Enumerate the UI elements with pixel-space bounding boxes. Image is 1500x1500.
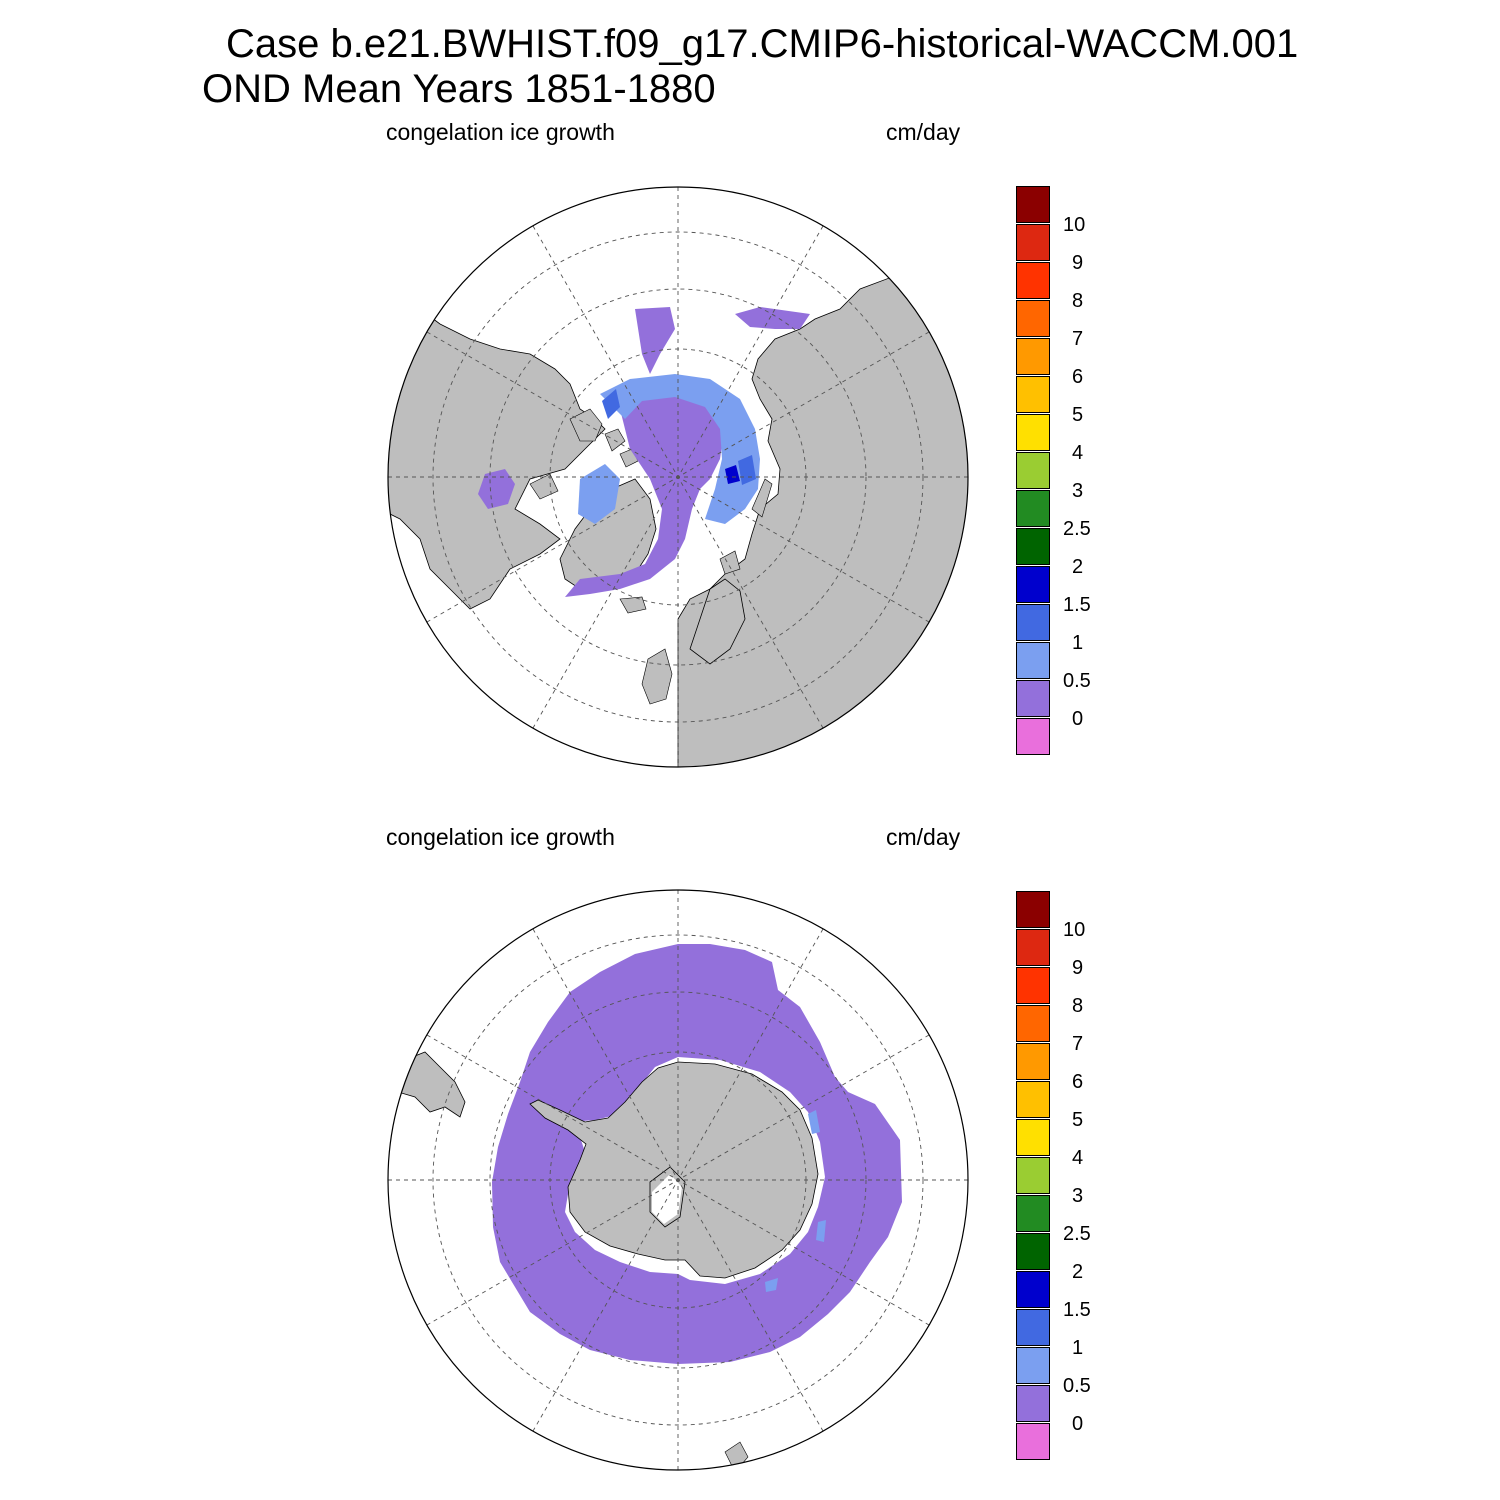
south-colorbar-box-10	[1016, 1043, 1050, 1080]
south-colorbar-box-6	[1016, 1195, 1050, 1232]
north-polar-map	[387, 186, 969, 768]
north-variable-label: congelation ice growth	[386, 119, 615, 145]
south-colorbar-box-1	[1016, 1385, 1050, 1422]
north-colorbar-box-3	[1016, 604, 1050, 641]
north-colorbar-tick-9: 9	[1072, 252, 1084, 274]
north-colorbar-box-12	[1016, 262, 1050, 299]
north-colorbar-tick-0: 0	[1072, 708, 1084, 730]
south-land-south-america	[397, 1051, 466, 1118]
north-colorbar-box-4	[1016, 566, 1050, 603]
north-colorbar-tick-10: 10	[1063, 214, 1086, 236]
south-colorbar-box-11	[1016, 1005, 1050, 1042]
south-colorbar-box-13	[1016, 929, 1050, 966]
north-ice-1-15	[602, 389, 756, 485]
north-land-svalbard	[719, 550, 741, 575]
north-colorbar-tick-1: 1	[1072, 632, 1084, 654]
north-map-border	[387, 186, 969, 768]
north-colorbar-box-0	[1016, 718, 1050, 755]
north-colorbar-tick-05: 0.5	[1063, 670, 1091, 692]
south-colorbar: 0 0.5 1 1.5 2 2.5 3 4 5 6 7 8 9 10	[1016, 891, 1116, 1471]
south-colorbar-tick-6: 6	[1072, 1071, 1084, 1093]
south-colorbar-tick-2: 2	[1072, 1261, 1084, 1283]
south-colorbar-tick-05: 0.5	[1063, 1375, 1091, 1397]
figure-title-case: Case b.e21.BWHIST.f09_g17.CMIP6-historic…	[226, 22, 1299, 66]
north-colorbar-tick-7: 7	[1072, 328, 1084, 350]
north-colorbar-box-10	[1016, 338, 1050, 375]
south-colorbar-tick-8: 8	[1072, 995, 1084, 1017]
south-colorbar-box-0	[1016, 1423, 1050, 1460]
north-colorbar-tick-5: 5	[1072, 404, 1084, 426]
south-colorbar-tick-9: 9	[1072, 957, 1084, 979]
north-colorbar-tick-8: 8	[1072, 290, 1084, 312]
south-map-border	[387, 889, 969, 1471]
south-colorbar-tick-4: 4	[1072, 1147, 1084, 1169]
south-colorbar-box-7	[1016, 1157, 1050, 1194]
north-land-scandinavia	[689, 578, 746, 665]
north-land-iceland	[619, 596, 647, 614]
north-colorbar-box-7	[1016, 452, 1050, 489]
south-colorbar-box-5	[1016, 1233, 1050, 1270]
north-colorbar-box-5	[1016, 528, 1050, 565]
north-colorbar: 0 0.5 1 1.5 2 2.5 3 4 5 6 7 8 9 10	[1016, 186, 1116, 766]
south-colorbar-tick-15: 1.5	[1063, 1299, 1091, 1321]
north-land-arctic-archipelago	[529, 408, 639, 500]
south-colorbar-tick-1: 1	[1072, 1337, 1084, 1359]
north-land-novaya-zemlya	[751, 478, 773, 518]
south-colorbar-box-12	[1016, 967, 1050, 1004]
south-graticule	[388, 890, 968, 1470]
north-colorbar-box-9	[1016, 376, 1050, 413]
south-colorbar-tick-7: 7	[1072, 1033, 1084, 1055]
south-colorbar-tick-0: 0	[1072, 1413, 1084, 1435]
south-colorbar-box-14	[1016, 891, 1050, 928]
north-colorbar-box-11	[1016, 300, 1050, 337]
north-colorbar-tick-3: 3	[1072, 480, 1084, 502]
south-colorbar-box-3	[1016, 1309, 1050, 1346]
north-ice-15-2	[725, 465, 740, 484]
north-colorbar-tick-6: 6	[1072, 366, 1084, 388]
north-colorbar-tick-15: 1.5	[1063, 594, 1091, 616]
north-units-label: cm/day	[886, 119, 961, 145]
north-colorbar-box-6	[1016, 490, 1050, 527]
south-colorbar-tick-25: 2.5	[1063, 1223, 1091, 1245]
north-graticule	[388, 187, 968, 767]
north-land-north-america	[388, 298, 606, 610]
north-colorbar-tick-4: 4	[1072, 442, 1084, 464]
north-ice-05-1	[600, 374, 760, 524]
south-polar-map	[387, 889, 969, 1471]
south-colorbar-tick-3: 3	[1072, 1185, 1084, 1207]
north-colorbar-tick-25: 2.5	[1063, 518, 1091, 540]
south-colorbar-box-8	[1016, 1119, 1050, 1156]
north-colorbar-box-1	[1016, 680, 1050, 717]
north-ice-05-1-baffin	[578, 464, 620, 524]
north-colorbar-box-14	[1016, 186, 1050, 223]
south-colorbar-tick-5: 5	[1072, 1109, 1084, 1131]
north-colorbar-box-8	[1016, 414, 1050, 451]
south-units-label: cm/day	[886, 824, 961, 850]
south-colorbar-tick-10: 10	[1063, 919, 1086, 941]
south-variable-label: congelation ice growth	[386, 824, 615, 850]
south-colorbar-box-9	[1016, 1081, 1050, 1118]
north-ice-0-05-okhotsk	[735, 307, 810, 329]
north-ice-0-05	[565, 394, 725, 597]
south-colorbar-box-4	[1016, 1271, 1050, 1308]
north-ice-0-05-pacific	[635, 307, 675, 374]
north-ice-0-05-hudson	[478, 469, 515, 509]
north-colorbar-box-2	[1016, 642, 1050, 679]
figure-title-period: OND Mean Years 1851-1880	[202, 67, 716, 111]
north-colorbar-box-13	[1016, 224, 1050, 261]
south-ice-0-05	[492, 944, 902, 1364]
south-colorbar-box-2	[1016, 1347, 1050, 1384]
north-colorbar-tick-2: 2	[1072, 556, 1084, 578]
